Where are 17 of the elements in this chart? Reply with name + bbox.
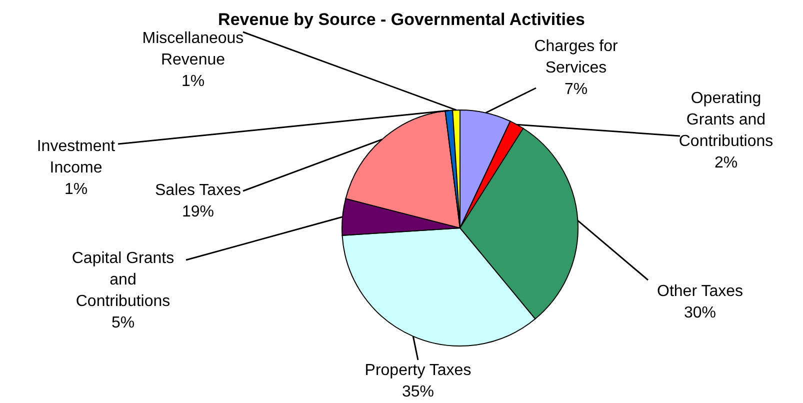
- slice-label: Miscellaneous Revenue: [142, 30, 244, 68]
- slice-label: Capital Grants and Contributions: [72, 250, 174, 310]
- slice-label: Operating Grants and Contributions: [678, 90, 774, 150]
- data-label: 7%: [564, 81, 588, 98]
- data-label: 5%: [111, 314, 135, 332]
- slice-label: Property Taxes: [364, 362, 472, 379]
- data-label: 35%: [402, 383, 434, 400]
- data-label: 2%: [714, 154, 738, 172]
- data-label: 30%: [684, 304, 716, 322]
- chart-title: Revenue by Source - Governmental Activities: [217, 10, 586, 30]
- data-label: 19%: [182, 203, 214, 220]
- data-label: 1%: [64, 181, 88, 198]
- slice-label: Investment Income: [36, 138, 116, 176]
- slice-label: Other Taxes: [657, 282, 743, 300]
- data-label: 1%: [181, 73, 205, 90]
- slice-label: Charges for Services: [534, 38, 618, 76]
- slice-label: Sales Taxes: [155, 182, 241, 199]
